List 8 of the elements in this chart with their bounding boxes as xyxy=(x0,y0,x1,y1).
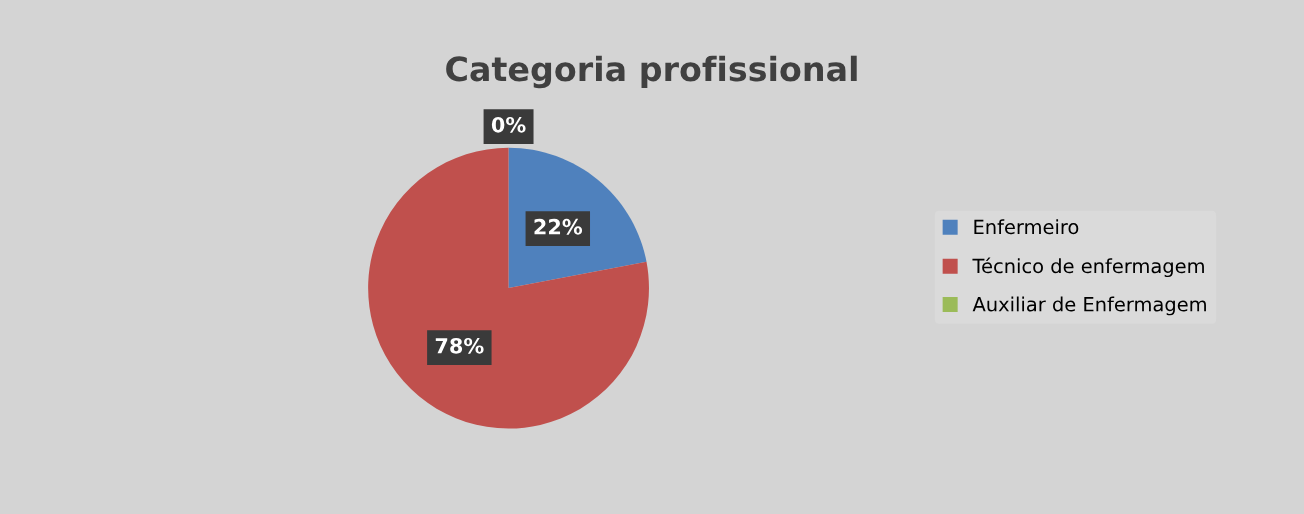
pie-slice xyxy=(368,147,649,429)
chart-title: Categoria profissional xyxy=(446,55,857,89)
legend-label: Técnico de enfermagem xyxy=(972,257,1204,278)
legend-label: Enfermeiro xyxy=(974,219,1079,235)
text: 0% xyxy=(491,116,526,133)
data-label: 78% xyxy=(435,337,484,354)
data-label: 22% xyxy=(534,218,583,235)
legend-label: Auxiliar de Enfermagem xyxy=(972,296,1206,316)
